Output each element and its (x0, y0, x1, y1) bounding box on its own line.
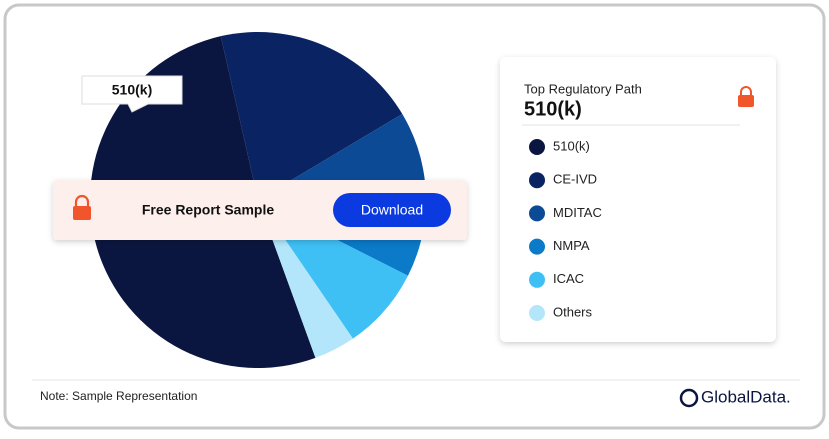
download-label[interactable]: Download (361, 202, 423, 218)
legend-card: Top Regulatory Path 510(k) 510(k) CE-IVD M… (500, 57, 776, 342)
legend-swatch (529, 139, 545, 155)
legend-title: Top Regulatory Path (524, 81, 642, 96)
legend-swatch (529, 271, 545, 288)
logo-text: GlobalData. (701, 387, 791, 406)
note: Note: Sample Representation (40, 389, 197, 403)
banner-text: Free Report Sample (142, 202, 274, 218)
legend-swatch (529, 238, 545, 255)
banner: Free Report Sample Download (53, 180, 467, 240)
legend-box (500, 57, 776, 342)
legend-label: Others (553, 304, 593, 319)
legend-label: MDITAC (553, 205, 602, 220)
legend-swatch (529, 172, 545, 189)
legend-highlight: 510(k) (524, 98, 582, 120)
legend-label: 510(k) (553, 138, 590, 153)
legend-swatch (529, 305, 545, 321)
tooltip: 510(k) (81, 75, 183, 113)
download-button[interactable] (333, 193, 451, 227)
pie-slice (220, 31, 403, 200)
lock-icon (738, 86, 754, 107)
legend-swatch (529, 205, 545, 222)
tooltip-text: 510(k) (112, 82, 152, 98)
lock-icon (73, 194, 91, 220)
legend-label: NMPA (553, 238, 590, 253)
legend-label: ICAC (553, 271, 584, 286)
tooltip-box (81, 75, 183, 113)
legend-label: CE-IVD (553, 172, 597, 187)
logo: GlobalData. (679, 387, 791, 408)
